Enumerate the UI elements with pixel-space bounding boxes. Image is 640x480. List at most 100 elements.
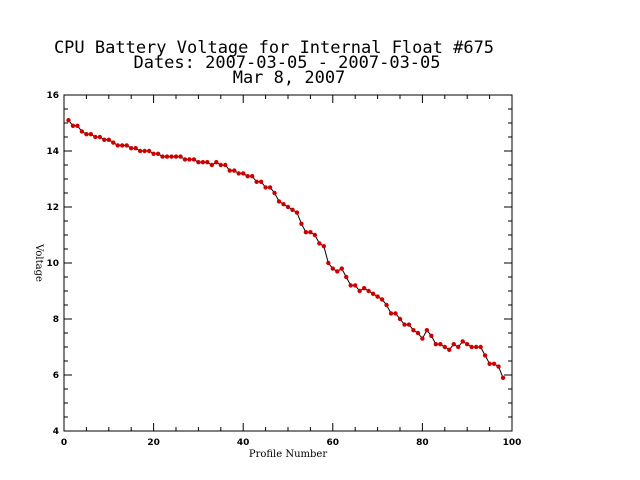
data-point (478, 344, 483, 350)
data-point (330, 266, 335, 271)
data-point (254, 179, 259, 184)
data-point (272, 190, 277, 196)
data-point (370, 291, 376, 296)
data-point (146, 148, 152, 154)
data-point (79, 129, 85, 134)
data-point (173, 154, 179, 159)
data-point (303, 230, 309, 235)
data-point (411, 328, 416, 333)
x-tick-label: 60 (327, 438, 340, 448)
data-point (442, 344, 447, 350)
data-point (209, 162, 215, 168)
data-point (321, 244, 327, 249)
axis-tick-labels: 0 20 40 60 80 100 4 6 8 10 12 14 16 (46, 91, 521, 448)
data-point (451, 342, 456, 347)
data-point (361, 286, 367, 291)
chart-title-block: CPU Battery Voltage for Internal Float #… (54, 38, 494, 88)
data-point (66, 118, 71, 123)
data-point (285, 204, 291, 210)
data-point (424, 328, 430, 333)
data-point (245, 174, 250, 179)
data-point (281, 202, 286, 207)
data-point (214, 160, 219, 165)
data-point (357, 288, 362, 294)
data-point (406, 322, 412, 327)
data-point (393, 311, 398, 316)
y-tick-label: 12 (46, 203, 59, 213)
data-point (308, 230, 313, 235)
data-point (447, 347, 452, 352)
axis-ticks (63, 94, 513, 432)
data-point (97, 134, 103, 140)
data-point (263, 185, 268, 190)
data-point (267, 185, 273, 190)
data-point (487, 361, 492, 366)
data-point (93, 134, 98, 140)
data-point (482, 353, 488, 358)
data-point (469, 344, 474, 350)
y-axis-label: Voltage (33, 243, 44, 282)
data-point (129, 146, 134, 151)
data-point (84, 132, 89, 137)
y-tick-label: 10 (46, 259, 59, 269)
data-point (379, 297, 385, 302)
data-point (223, 162, 228, 168)
data-point (299, 221, 304, 226)
data-point (375, 294, 380, 299)
data-point (70, 123, 76, 128)
data-point (200, 160, 206, 165)
data-point (178, 154, 183, 159)
data-point (397, 316, 403, 322)
data-point (187, 157, 192, 162)
data-point (75, 123, 80, 128)
chart-subtitle-run-date: Mar 8, 2007 (233, 68, 346, 88)
series-line (68, 119, 504, 378)
x-axis-label: Profile Number (249, 449, 327, 460)
data-point (232, 168, 237, 173)
data-point (111, 140, 116, 145)
data-point (433, 342, 439, 347)
data-point (456, 344, 461, 350)
data-point (500, 375, 506, 380)
data-point (124, 143, 129, 148)
data-point (106, 137, 112, 142)
y-tick-label: 8 (53, 315, 59, 325)
data-point (388, 311, 394, 316)
chart-subtitle-dates: Dates: 2007-03-05 - 2007-03-05 (133, 53, 440, 73)
data-point (276, 199, 282, 204)
data-point (317, 241, 322, 246)
data-point (335, 269, 340, 274)
x-tick-label: 100 (503, 438, 522, 448)
y-tick-label: 16 (46, 91, 59, 101)
chart-title: CPU Battery Voltage for Internal Float #… (54, 38, 494, 58)
data-point (326, 260, 331, 266)
data-point (339, 266, 344, 271)
data-point (294, 210, 300, 215)
x-tick-label: 20 (147, 438, 160, 448)
x-tick-label: 80 (416, 438, 429, 448)
data-point (415, 330, 421, 336)
data-point (384, 302, 389, 308)
y-tick-label: 6 (53, 371, 59, 381)
data-point (290, 207, 295, 212)
data-point (241, 171, 246, 176)
data-point (420, 336, 425, 341)
y-tick-label: 14 (46, 147, 59, 157)
data-point (142, 148, 147, 154)
x-tick-label: 0 (61, 438, 67, 448)
data-point (236, 171, 241, 176)
y-tick-label: 4 (53, 427, 59, 437)
data-point (438, 342, 443, 347)
data-point (258, 179, 264, 184)
data-point (473, 344, 479, 350)
data-point (169, 154, 174, 159)
data-point (88, 132, 94, 137)
data-point (191, 157, 197, 162)
data-point (137, 148, 143, 154)
data-point (429, 333, 434, 338)
data-point (348, 283, 353, 288)
series-markers (66, 118, 506, 380)
data-point (465, 342, 470, 347)
data-point (182, 157, 188, 162)
